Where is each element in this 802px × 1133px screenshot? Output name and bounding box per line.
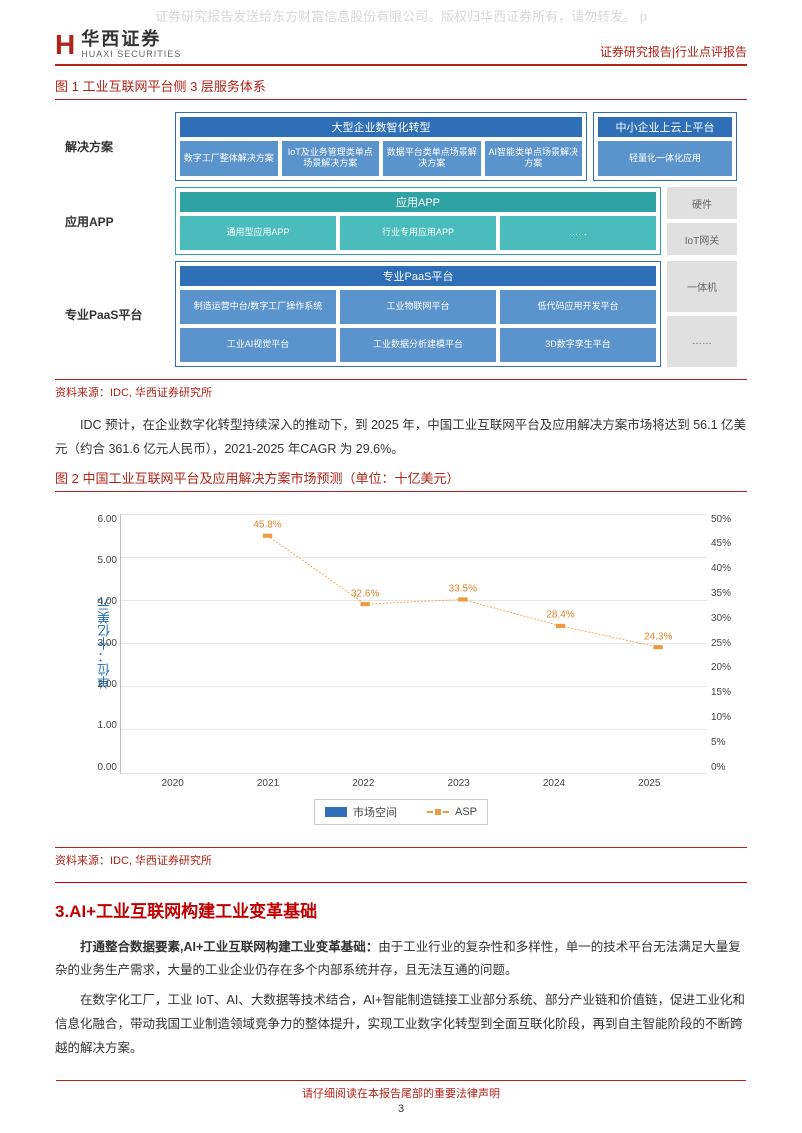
paas-tile: 低代码应用开发平台: [500, 290, 656, 324]
hardware-column-2: 一体机 ……: [667, 261, 737, 367]
logo-mark-icon: H: [55, 31, 75, 59]
yright-tick: 25%: [711, 638, 739, 649]
page-content: H 华西证券 HUAXI SECURITIES 证券研究报告|行业点评报告 图 …: [0, 0, 802, 1086]
yleft-tick: 3.00: [89, 638, 117, 649]
row-label-paas: 专业PaaS平台: [65, 261, 165, 367]
solution-tile: 数据平台类单点场景解决方案: [383, 141, 481, 176]
hardware-column: 硬件 IoT网关: [667, 187, 737, 255]
hardware-tile: IoT网关: [667, 223, 737, 255]
row-label-solutions: 解决方案: [65, 112, 165, 181]
figure1-source: 资料来源：IDC, 华西证券研究所: [55, 379, 747, 400]
legend-bar-swatch: [325, 807, 347, 817]
line-point-label: 28.4%: [546, 610, 574, 621]
bar-value-label: 3.51: [437, 756, 485, 767]
yright-tick: 15%: [711, 687, 739, 698]
yright-tick: 5%: [711, 737, 739, 748]
yright-tick: 40%: [711, 563, 739, 574]
hardware-tile: 一体机: [667, 261, 737, 312]
yright-tick: 50%: [711, 514, 739, 525]
yright-tick: 35%: [711, 588, 739, 599]
paragraph-idc-forecast: IDC 预计，在企业数字化转型持续深入的推动下，到 2025 年，中国工业互联网…: [55, 414, 747, 462]
sme-tile: 轻量化一体化应用: [598, 141, 732, 176]
paas-tile: 3D数字孪生平台: [500, 328, 656, 362]
yleft-tick: 4.00: [89, 596, 117, 607]
big-enterprise-title: 大型企业数智化转型: [180, 117, 582, 137]
page-header: H 华西证券 HUAXI SECURITIES 证券研究报告|行业点评报告: [55, 30, 747, 66]
row-label-app: 应用APP: [65, 187, 165, 255]
paragraph-2-lead: 打通整合数据要素,AI+工业互联网构建工业变革基础：: [80, 940, 378, 954]
solution-tile: AI智能类单点场景解决方案: [485, 141, 583, 176]
app-tile: ……: [500, 216, 656, 250]
paas-tile: 制造运营中台/数字工厂操作系统: [180, 290, 336, 324]
line-point-label: 24.3%: [644, 631, 672, 642]
x-category: 2021: [244, 778, 292, 789]
x-category: 2023: [435, 778, 483, 789]
figure2-title: 图 2 中国工业互联网平台及应用解决方案市场预测（单位：十亿美元）: [55, 468, 747, 492]
x-category: 2024: [530, 778, 578, 789]
x-category: 2020: [149, 778, 197, 789]
yright-tick: 20%: [711, 662, 739, 673]
line-point-label: 45.8%: [253, 520, 281, 531]
app-tile: 通用型应用APP: [180, 216, 336, 250]
bar-value-label: 5.61: [626, 756, 674, 767]
x-category: 2022: [339, 778, 387, 789]
x-category: 2025: [625, 778, 673, 789]
line-point-label: 32.6%: [351, 588, 379, 599]
yright-tick: 0%: [711, 762, 739, 773]
bar-value-label: 1.98: [248, 756, 296, 767]
paas-tile: 工业物联网平台: [340, 290, 496, 324]
logo: H 华西证券 HUAXI SECURITIES: [55, 30, 181, 60]
paas-tile: 工业AI视觉平台: [180, 328, 336, 362]
app-tile: 行业专用应用APP: [340, 216, 496, 250]
header-report-type: 证券研究报告|行业点评报告: [600, 43, 747, 60]
bar-value-label: 2.63: [343, 756, 391, 767]
yleft-tick: 6.00: [89, 514, 117, 525]
bar-value-label: 1.36: [154, 756, 202, 767]
sme-title: 中小企业上云上平台: [598, 117, 732, 137]
solution-tile: 数字工厂整体解决方案: [180, 141, 278, 176]
legend-line-swatch: [427, 811, 449, 813]
yright-tick: 30%: [711, 613, 739, 624]
figure1-diagram: 解决方案 大型企业数智化转型 数字工厂整体解决方案 IoT及业务管理类单点场景解…: [55, 112, 747, 367]
paragraph-2: 打通整合数据要素,AI+工业互联网构建工业变革基础：由于工业行业的复杂性和多样性…: [55, 936, 747, 984]
yleft-tick: 5.00: [89, 555, 117, 566]
paas-group-title: 专业PaaS平台: [180, 266, 656, 286]
figure2-source: 资料来源：IDC, 华西证券研究所: [55, 847, 747, 868]
grid-line: [121, 773, 707, 774]
legend-line-label: ASP: [455, 806, 477, 818]
section3-heading: 3.AI+工业互联网构建工业变革基础: [55, 882, 747, 922]
paragraph-3: 在数字化工厂，工业 IoT、AI、大数据等技术结合，AI+智能制造链接工业部分系…: [55, 989, 747, 1060]
yleft-tick: 2.00: [89, 679, 117, 690]
yleft-tick: 1.00: [89, 720, 117, 731]
chart-legend: 市场空间 ASP: [314, 799, 488, 825]
yleft-tick: 0.00: [89, 762, 117, 773]
yright-tick: 45%: [711, 538, 739, 549]
logo-chinese: 华西证券: [81, 30, 181, 50]
figure2-chart: 单位：十亿美元 6.005.004.003.002.001.000.00 50%…: [55, 504, 747, 835]
app-group-title: 应用APP: [180, 192, 656, 212]
line-point-label: 33.5%: [449, 584, 477, 595]
paas-tile: 工业数据分析建模平台: [340, 328, 496, 362]
figure1-title: 图 1 工业互联网平台侧 3 层服务体系: [55, 76, 747, 100]
hardware-tile: ……: [667, 316, 737, 367]
solution-tile: IoT及业务管理类单点场景解决方案: [282, 141, 380, 176]
hardware-title: 硬件: [667, 187, 737, 219]
logo-english: HUAXI SECURITIES: [81, 50, 181, 60]
yright-tick: 10%: [711, 712, 739, 723]
bar-value-label: 4.51: [531, 756, 579, 767]
legend-bar-label: 市场空间: [353, 804, 397, 820]
page-number: 3: [0, 1103, 802, 1115]
